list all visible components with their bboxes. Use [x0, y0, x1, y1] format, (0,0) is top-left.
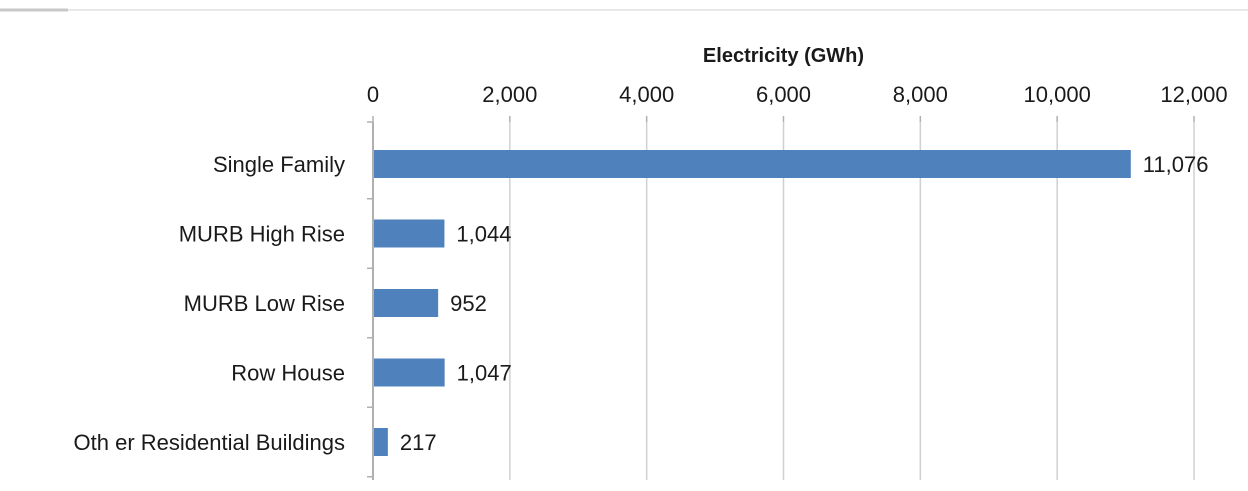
bar [373, 289, 439, 317]
data-label: 1,047 [457, 361, 512, 386]
data-label: 952 [450, 291, 487, 316]
data-label: 11,076 [1143, 152, 1209, 177]
bar [373, 150, 1131, 178]
x-tick-label: 8,000 [893, 82, 948, 107]
x-tick-label: 12,000 [1160, 82, 1227, 107]
data-label: 1,044 [456, 222, 511, 247]
category-label: MURB High Rise [179, 222, 345, 247]
category-label: Single Family [213, 152, 345, 177]
x-axis-tick-labels: 0 2,000 4,000 6,000 8,000 10,000 12,000 [367, 82, 1228, 107]
category-label: Oth er Residential Buildings [74, 430, 345, 455]
x-tick-label: 6,000 [756, 82, 811, 107]
bars [373, 150, 1131, 456]
x-tick-label: 2,000 [482, 82, 537, 107]
category-label: Row House [231, 361, 345, 386]
category-label: MURB Low Rise [184, 291, 345, 316]
bar [373, 428, 388, 456]
data-label: 217 [400, 430, 437, 455]
data-labels: 11,076 1,044 952 1,047 217 [400, 152, 1209, 455]
bar [373, 219, 445, 248]
x-axis-title: Electricity (GWh) [703, 45, 864, 67]
x-tick-label: 0 [367, 82, 379, 107]
x-tick-label: 4,000 [619, 82, 674, 107]
bar [373, 358, 445, 387]
x-tick-label: 10,000 [1024, 82, 1091, 107]
category-labels: Single Family MURB High Rise MURB Low Rise… [74, 152, 345, 455]
gridlines [367, 116, 1195, 480]
